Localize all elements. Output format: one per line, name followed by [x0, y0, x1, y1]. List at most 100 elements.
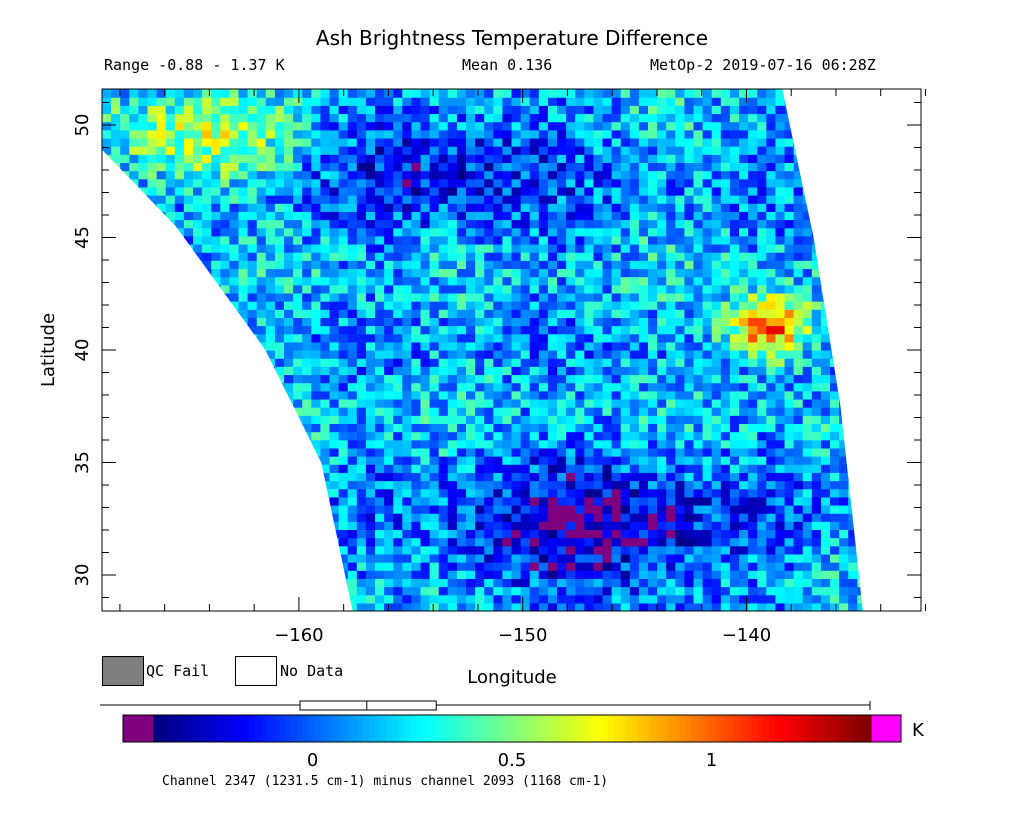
heatmap-cell — [320, 317, 331, 327]
heatmap-cell — [274, 235, 285, 245]
heatmap-cell — [575, 456, 585, 465]
heatmap-cell — [602, 488, 613, 498]
heatmap-cell — [165, 423, 176, 433]
heatmap-cell — [520, 341, 531, 351]
heatmap-cell — [894, 211, 904, 220]
heatmap-cell — [502, 284, 513, 294]
heatmap-cell — [402, 496, 412, 506]
heatmap-cell — [420, 488, 431, 498]
heatmap-cell — [129, 464, 139, 473]
heatmap-cell — [229, 586, 240, 596]
heatmap-cell — [529, 407, 540, 416]
heatmap-cell — [748, 366, 758, 376]
heatmap-cell — [393, 431, 403, 441]
heatmap-cell — [593, 431, 604, 441]
heatmap-cell — [629, 480, 640, 490]
heatmap-cell — [338, 252, 349, 261]
heatmap-cell — [138, 456, 149, 465]
heatmap-cell — [247, 578, 258, 588]
heatmap-cell — [784, 480, 795, 490]
heatmap-cell — [293, 170, 303, 180]
heatmap-cell — [675, 366, 685, 376]
heatmap-cell — [830, 317, 840, 327]
heatmap-cell — [256, 594, 267, 604]
heatmap-cell — [593, 170, 604, 180]
heatmap-cell — [602, 545, 613, 555]
heatmap-cell — [739, 504, 749, 514]
heatmap-cell — [584, 178, 594, 188]
heatmap-cell — [620, 423, 631, 433]
heatmap-cell — [702, 284, 713, 294]
heatmap-cell — [802, 301, 813, 310]
heatmap-cell — [238, 260, 249, 270]
heatmap-cell — [356, 513, 367, 522]
heatmap-cell — [466, 398, 476, 408]
heatmap-cell — [120, 578, 130, 588]
heatmap-cell — [120, 227, 130, 237]
heatmap-cell — [648, 243, 658, 253]
heatmap-cell — [784, 317, 795, 327]
heatmap-cell — [529, 284, 540, 294]
heatmap-cell — [739, 374, 749, 384]
heatmap-cell — [502, 309, 513, 318]
heatmap-cell — [365, 594, 376, 604]
heatmap-cell — [520, 521, 531, 531]
heatmap-cell — [202, 186, 212, 196]
heatmap-cell — [365, 562, 376, 571]
heatmap-cell — [638, 398, 649, 408]
heatmap-cell — [274, 211, 285, 221]
heatmap-cell — [402, 431, 412, 441]
heatmap-cell — [284, 570, 294, 579]
heatmap-cell — [456, 276, 467, 286]
heatmap-cell — [575, 186, 585, 196]
heatmap-cell — [876, 317, 886, 326]
heatmap-cell — [475, 513, 485, 522]
heatmap-cell — [748, 423, 758, 433]
heatmap-cell — [657, 325, 667, 335]
heatmap-cell — [293, 488, 303, 498]
heatmap-cell — [220, 570, 230, 579]
heatmap-cell — [183, 439, 194, 449]
heatmap-cell — [784, 464, 795, 473]
heatmap-cell — [447, 317, 458, 327]
heatmap-cell — [557, 309, 567, 318]
heatmap-cell — [402, 521, 412, 531]
heatmap-cell — [557, 602, 567, 611]
heatmap-cell — [830, 447, 840, 457]
heatmap-cell — [284, 170, 294, 180]
heatmap-cell — [830, 284, 840, 294]
heatmap-cell — [347, 325, 358, 335]
heatmap-cell — [456, 586, 467, 596]
heatmap-cell — [547, 301, 558, 310]
heatmap-cell — [284, 292, 294, 302]
heatmap-cell — [739, 252, 749, 261]
heatmap-cell — [784, 268, 795, 278]
heatmap-cell — [885, 350, 895, 359]
heatmap-cell — [447, 602, 458, 611]
heatmap-cell — [820, 317, 831, 327]
heatmap-cell — [866, 342, 876, 351]
heatmap-cell — [729, 545, 740, 555]
heatmap-cell — [393, 456, 403, 465]
heatmap-cell — [857, 292, 863, 302]
heatmap-cell — [238, 243, 249, 253]
heatmap-cell — [720, 529, 731, 539]
heatmap-cell — [648, 504, 658, 514]
heatmap-cell — [675, 309, 685, 318]
heatmap-cell — [293, 235, 303, 245]
heatmap-cell — [793, 521, 804, 531]
heatmap-cell — [147, 162, 158, 172]
heatmap-cell — [775, 350, 786, 359]
heatmap-cell — [293, 537, 303, 547]
heatmap-cell — [648, 350, 658, 359]
heatmap-cell — [547, 374, 558, 384]
heatmap-cell — [174, 545, 185, 555]
heatmap-cell — [311, 366, 321, 376]
heatmap-cell — [284, 211, 294, 221]
heatmap-cell — [456, 219, 467, 229]
heatmap-cell — [593, 358, 604, 367]
heatmap-cell — [748, 407, 758, 416]
heatmap-cell — [912, 358, 922, 367]
heatmap-cell — [839, 162, 849, 172]
heatmap-cell — [193, 317, 203, 327]
